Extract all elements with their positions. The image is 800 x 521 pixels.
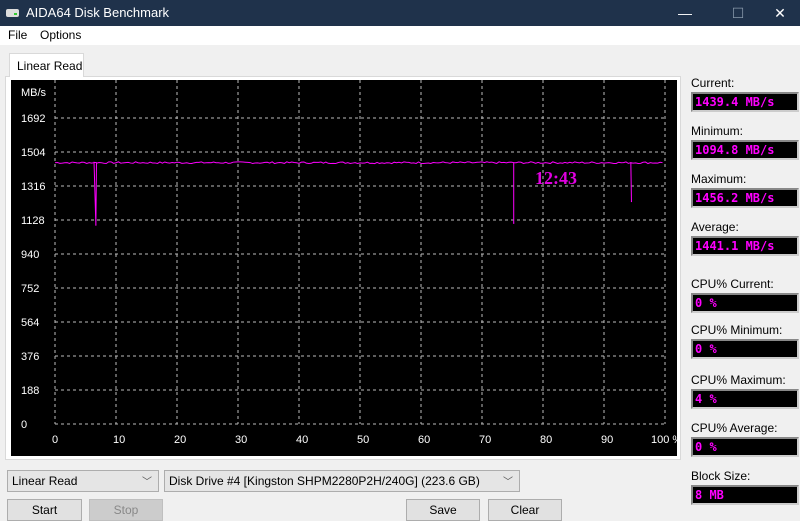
stat-value: 0 % bbox=[691, 339, 799, 359]
stat-label: Block Size: bbox=[691, 469, 751, 483]
window-title: AIDA64 Disk Benchmark bbox=[26, 5, 170, 20]
stat-label: CPU% Minimum: bbox=[691, 323, 783, 337]
stop-button[interactable]: Stop bbox=[89, 499, 163, 521]
y-axis-label: MB/s bbox=[21, 87, 47, 99]
y-tick-label: 376 bbox=[21, 351, 39, 363]
x-tick-label: 0 bbox=[52, 434, 58, 446]
stat-value: 1456.2 MB/s bbox=[691, 188, 799, 208]
x-tick-label: 50 bbox=[357, 434, 369, 446]
benchmark-chart: MB/s 0 188 376 564 752 940 1128 1316 1504 1692 0 10 2… bbox=[11, 80, 682, 456]
chevron-down-icon: ﹀ bbox=[503, 477, 513, 488]
stat-label: Maximum: bbox=[691, 172, 747, 186]
chart-svg: MB/s 0 188 376 564 752 940 1128 1316 1504 1692 0 10 2… bbox=[21, 80, 682, 446]
stat-label: Minimum: bbox=[691, 124, 744, 138]
drive-select-value: Disk Drive #4 [Kingston SHPM2280P2H/240G… bbox=[169, 474, 480, 488]
dip-point bbox=[95, 224, 97, 226]
x-tick-label: 80 bbox=[540, 434, 552, 446]
x-tick-label: 10 bbox=[113, 434, 125, 446]
x-tick-label: 20 bbox=[174, 434, 186, 446]
x-tick-label: 40 bbox=[296, 434, 308, 446]
stat-label: CPU% Average: bbox=[691, 421, 778, 435]
y-tick-label: 1316 bbox=[21, 181, 45, 193]
save-button[interactable]: Save bbox=[406, 499, 480, 521]
start-button[interactable]: Start bbox=[7, 499, 82, 521]
y-tick-label: 188 bbox=[21, 385, 39, 397]
y-tick-label: 1692 bbox=[21, 113, 45, 125]
maximize-button[interactable]: ☐ bbox=[731, 5, 745, 21]
dip-point bbox=[513, 222, 515, 224]
stat-value: 1441.1 MB/s bbox=[691, 236, 799, 256]
menu-bar: File Options bbox=[0, 26, 800, 45]
y-tick-label: 940 bbox=[21, 249, 39, 261]
x-tick-label: 90 bbox=[601, 434, 613, 446]
test-select-value: Linear Read bbox=[12, 474, 78, 488]
read-speed-line bbox=[54, 161, 663, 226]
title-bar: AIDA64 Disk Benchmark — ☐ ✕ bbox=[0, 0, 800, 26]
elapsed-time: 12:43 bbox=[535, 168, 577, 188]
minimize-button[interactable]: — bbox=[678, 5, 692, 21]
disk-icon bbox=[6, 9, 19, 17]
stat-value: 1094.8 MB/s bbox=[691, 140, 799, 160]
clear-button[interactable]: Clear bbox=[488, 499, 562, 521]
y-tick-label: 1504 bbox=[21, 147, 45, 159]
tab-linear-read[interactable]: Linear Read bbox=[9, 53, 84, 77]
stat-label: Average: bbox=[691, 220, 739, 234]
menu-options[interactable]: Options bbox=[40, 28, 82, 42]
stat-label: CPU% Current: bbox=[691, 277, 774, 291]
x-tick-label: 30 bbox=[235, 434, 247, 446]
menu-file[interactable]: File bbox=[8, 28, 28, 42]
stat-value: 4 % bbox=[691, 389, 799, 409]
test-select[interactable]: Linear Read ﹀ bbox=[7, 470, 159, 492]
dip-point bbox=[630, 200, 633, 203]
chevron-down-icon: ﹀ bbox=[142, 477, 152, 488]
stat-label: Current: bbox=[691, 76, 735, 90]
stat-value: 0 % bbox=[691, 293, 799, 313]
drive-select[interactable]: Disk Drive #4 [Kingston SHPM2280P2H/240G… bbox=[164, 470, 520, 492]
x-tick-label: 70 bbox=[479, 434, 491, 446]
stat-value: 1439.4 MB/s bbox=[691, 92, 799, 112]
y-tick-label: 564 bbox=[21, 317, 39, 329]
y-tick-label: 0 bbox=[21, 419, 27, 431]
stat-value: 0 % bbox=[691, 437, 799, 457]
close-button[interactable]: ✕ bbox=[774, 5, 786, 21]
stat-label: CPU% Maximum: bbox=[691, 373, 786, 387]
x-tick-label: 100 % bbox=[651, 434, 677, 446]
y-tick-label: 1128 bbox=[21, 215, 45, 227]
x-tick-label: 60 bbox=[418, 434, 430, 446]
stat-value: 8 MB bbox=[691, 485, 799, 505]
y-tick-label: 752 bbox=[21, 283, 39, 295]
